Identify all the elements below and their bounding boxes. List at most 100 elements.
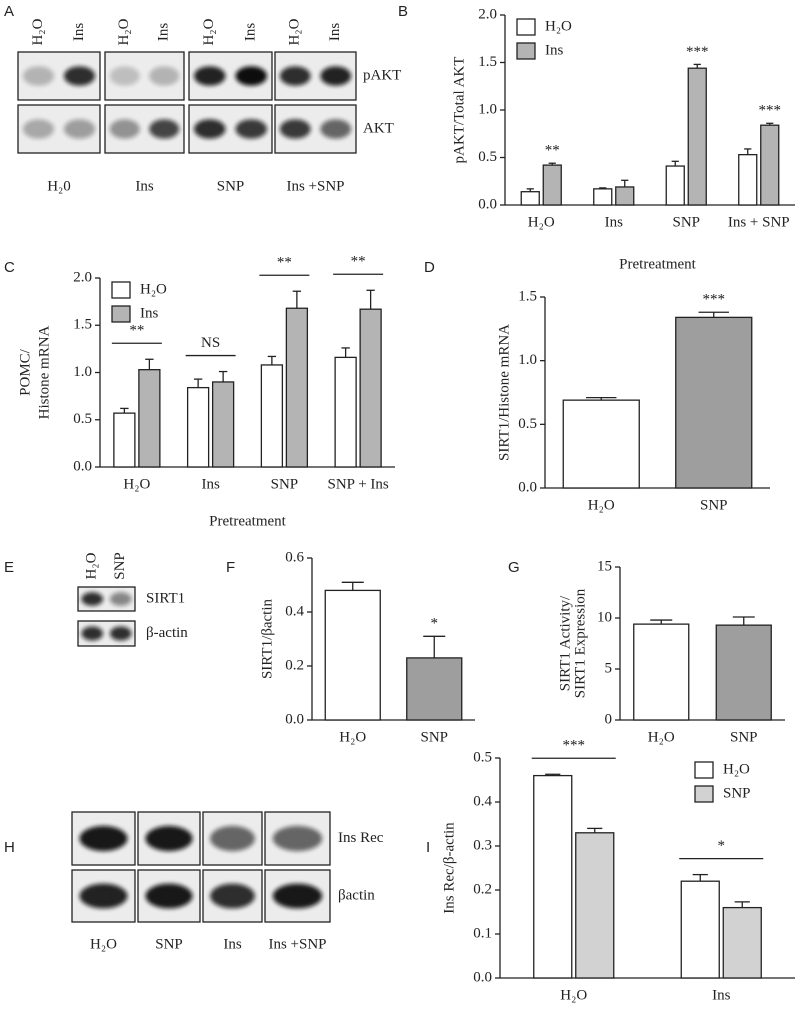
y-axis-label: POMC/ xyxy=(17,348,33,396)
y-tick-label: 0.0 xyxy=(285,711,304,727)
bar xyxy=(520,191,540,206)
x-tick-label: SNP xyxy=(730,729,758,745)
blot-band xyxy=(149,66,180,86)
x-tick-label: Ins xyxy=(605,214,623,230)
blot-row-label: pAKT xyxy=(363,67,401,83)
y-tick-label: 0.2 xyxy=(285,657,304,673)
blot-row-label: β-actin xyxy=(146,625,188,641)
group-label: SNP xyxy=(155,936,183,952)
group-label: Ins xyxy=(135,178,153,194)
blot-band xyxy=(235,119,268,139)
bar xyxy=(760,124,780,206)
blot-row-label: βactin xyxy=(338,887,375,903)
blot-band xyxy=(81,626,104,641)
chart-title: Pretreatment xyxy=(619,256,696,272)
y-tick-label: 0.0 xyxy=(478,196,497,212)
group-label: Ins +SNP xyxy=(268,936,326,952)
y-tick-label: 2.0 xyxy=(73,269,92,285)
blot-row-label: AKT xyxy=(363,120,394,136)
x-tick-label: SNP xyxy=(271,476,299,492)
blot-band xyxy=(109,66,140,86)
blot-band xyxy=(279,119,311,139)
y-tick-label: 0.1 xyxy=(473,925,492,941)
blot-band xyxy=(210,883,255,909)
bar xyxy=(285,307,309,468)
significance-label: *** xyxy=(759,103,782,119)
y-axis-label: SIRT1/βactin xyxy=(259,598,275,679)
comparison-label: ** xyxy=(129,323,144,339)
y-tick-label: 0.5 xyxy=(73,411,92,427)
y-axis-label: pAKT/Total AKT xyxy=(451,57,467,164)
legend-label: H₂O xyxy=(545,18,572,34)
comparison-label: * xyxy=(718,838,726,854)
comparison-label: NS xyxy=(201,335,220,351)
blot-band xyxy=(149,119,180,139)
bar xyxy=(675,316,753,489)
x-tick-label: H₂O xyxy=(588,497,615,513)
y-tick-label: 0.5 xyxy=(473,749,492,765)
y-axis-label: SIRT1/Histone mRNA xyxy=(496,324,512,461)
significance-label: ** xyxy=(545,143,560,159)
blot-row-label: SIRT1 xyxy=(146,590,185,606)
y-tick-label: 0.0 xyxy=(73,458,92,474)
lane-label: Ins xyxy=(243,23,259,41)
y-tick-label: 1.5 xyxy=(518,288,537,304)
y-tick-label: 1.0 xyxy=(478,101,497,117)
panel-label: G xyxy=(508,559,520,576)
blot-band xyxy=(22,66,55,86)
bar xyxy=(738,153,758,206)
lane-label: SNP xyxy=(112,552,128,580)
y-tick-label: 2.0 xyxy=(478,6,497,22)
blot-band xyxy=(320,119,352,139)
legend-swatch xyxy=(516,18,536,36)
bar xyxy=(138,369,161,468)
comparison-label: ** xyxy=(351,254,366,270)
y-tick-label: 15 xyxy=(597,558,612,574)
y-tick-label: 0 xyxy=(605,711,613,727)
lane-label: H₂O xyxy=(30,18,46,45)
legend-swatch xyxy=(111,305,131,323)
x-tick-label: H₂O xyxy=(528,214,555,230)
bar xyxy=(715,624,772,721)
legend-label: H₂O xyxy=(723,761,750,777)
panel-label: B xyxy=(398,3,408,20)
lane-label: Ins xyxy=(71,23,87,41)
bar xyxy=(359,308,382,468)
group-label: H₂O xyxy=(90,936,117,952)
bar xyxy=(633,623,690,721)
blot-band xyxy=(320,66,352,86)
y-tick-label: 10 xyxy=(597,609,612,625)
group-label: Ins xyxy=(223,936,241,952)
blot-band xyxy=(193,66,226,86)
lane-label: H₂O xyxy=(84,552,100,579)
bar xyxy=(334,356,357,468)
legend-swatch xyxy=(694,785,714,803)
significance-label: * xyxy=(431,616,439,632)
y-axis-label: Histone mRNA xyxy=(36,325,52,419)
x-axis-label: Pretreatment xyxy=(209,513,286,529)
panel-label: F xyxy=(226,559,235,576)
bar xyxy=(406,657,463,721)
bar xyxy=(687,67,707,206)
y-tick-label: 0.6 xyxy=(285,549,304,565)
x-tick-label: Ins + SNP xyxy=(728,214,790,230)
blot-row-label: Ins Rec xyxy=(338,830,384,846)
legend-label: SNP xyxy=(723,785,751,801)
y-tick-label: 0.2 xyxy=(473,881,492,897)
x-tick-label: SNP xyxy=(700,497,728,513)
legend-label: Ins xyxy=(545,42,563,58)
bar xyxy=(260,364,284,468)
legend-label: Ins xyxy=(140,305,158,321)
panel-label: I xyxy=(426,839,430,856)
legend-swatch xyxy=(694,761,714,779)
bar xyxy=(113,412,136,468)
panel-label: C xyxy=(4,259,15,276)
y-tick-label: 1.5 xyxy=(73,317,92,333)
x-tick-label: H₂O xyxy=(560,987,587,1003)
bar xyxy=(324,589,381,721)
y-tick-label: 1.0 xyxy=(518,352,537,368)
blot-band xyxy=(193,119,226,139)
bar xyxy=(593,188,613,206)
legend-swatch xyxy=(516,42,536,60)
y-tick-label: 0.0 xyxy=(518,479,537,495)
